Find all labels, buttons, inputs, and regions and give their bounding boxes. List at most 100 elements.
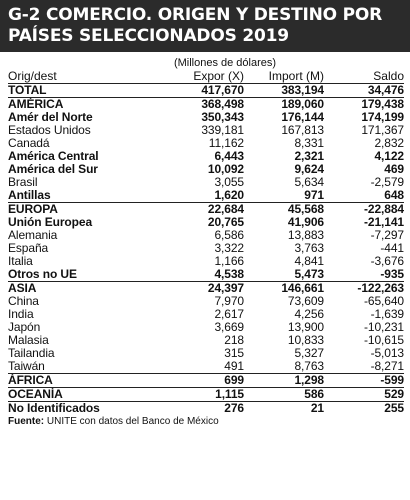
source-text: UNITE con datos del Banco de México [44,416,219,427]
table-body: TOTAL 417,670 383,194 34,476 AMÉRICA 368,498 1… [8,83,404,415]
import-cell: 176,144 [281,111,324,124]
table-row: EUROPA 22,684 45,568 -22,884 [8,202,404,216]
source-label: Fuente: [8,416,45,427]
row-label: EUROPA [8,202,158,216]
expor-cell: 350,343 [201,111,244,124]
import-cell: 383,194 [244,83,324,98]
row-label: Amér del Norte [8,111,93,124]
import-cell: 73,609 [287,295,324,308]
table-row: Brasil 3,055 5,634 -2,579 [8,176,404,189]
import-cell: 8,331 [294,137,324,150]
saldo-cell: 179,438 [361,97,404,111]
table-row: América Central 6,443 2,321 4,122 [8,150,404,163]
expor-cell: 2,617 [214,308,244,321]
import-cell: 167,813 [281,124,324,137]
import-cell: 21 [244,401,324,415]
saldo-cell: -5,013 [370,347,404,360]
import-cell: 5,634 [294,176,324,189]
row-label: ÁFRICA [8,373,158,388]
saldo-cell: -122,263 [324,281,404,295]
row-label: Italia [8,255,33,268]
import-cell: 146,661 [244,281,324,295]
header-expor: Expor (X) [193,70,244,83]
trade-table: Orig/dest Expor (X) Import (M) Saldo TOT… [8,70,404,415]
expor-cell: 339,181 [201,124,244,137]
expor-cell: 10,092 [207,163,244,176]
expor-cell: 491 [224,360,244,373]
expor-cell: 3,669 [214,321,244,334]
expor-cell: 6,443 [214,150,244,163]
saldo-cell: 171,367 [361,124,404,137]
saldo-cell: -21,141 [364,216,404,229]
saldo-cell: -3,676 [370,255,404,268]
expor-cell: 276 [158,401,244,415]
header-import: Import (M) [268,70,324,83]
saldo-cell: -10,231 [364,321,404,334]
saldo-cell: 174,199 [361,111,404,124]
table-row: España 3,322 3,763 -441 [8,242,404,255]
table-row: Estados Unidos 339,181 167,813 171,367 [8,124,404,137]
table-row: AMÉRICA 368,498 189,060 179,438 [8,98,404,112]
import-cell: 189,060 [281,97,324,111]
saldo-cell: 529 [324,387,404,402]
row-label: Japón [8,321,41,334]
table-row: OCEANÍA 1,115 586 529 [8,387,404,402]
saldo-cell: -935 [380,268,404,281]
table-row: Malasia 218 10,833 -10,615 [8,334,404,347]
expor-cell: 11,162 [208,137,244,150]
table-row: Unión Europea 20,765 41,906 -21,141 [8,216,404,229]
expor-cell: 3,055 [214,176,244,189]
figure-header: G-2 COMERCIO. ORIGEN Y DESTINO POR PAÍSE… [0,0,410,52]
import-cell: 13,900 [287,321,324,334]
expor-cell: 417,670 [158,83,244,98]
import-cell: 2,321 [294,150,324,163]
import-cell: 5,327 [294,347,324,360]
saldo-cell: 255 [324,401,404,415]
title-line-2: PAÍSES SELECCIONADOS 2019 [8,26,289,46]
saldo-cell: 34,476 [324,83,404,98]
table-row: Japón 3,669 13,900 -10,231 [8,321,404,334]
saldo-cell: 469 [384,163,404,176]
row-label: Canadá [8,137,50,150]
table-row: ÁFRICA 699 1,298 -599 [8,373,404,388]
expor-cell: 7,970 [214,295,244,308]
expor-cell: 22,684 [158,202,244,216]
import-cell: 586 [244,387,324,402]
table-row: Tailandia 315 5,327 -5,013 [8,347,404,360]
row-label: España [8,242,49,255]
saldo-cell: -8,271 [370,360,404,373]
saldo-cell: 4,122 [374,150,404,163]
row-label: AMÉRICA [8,97,64,111]
units-subtitle: (Millones de dólares) [173,57,277,69]
expor-cell: 368,498 [201,97,244,111]
expor-cell: 315 [224,347,244,360]
table-header-row: Orig/dest Expor (X) Import (M) Saldo [8,70,404,84]
import-cell: 13,883 [287,229,324,242]
import-cell: 1,298 [244,373,324,388]
row-label: América del Sur [8,163,98,176]
expor-cell: 6,586 [214,229,244,242]
saldo-cell: -441 [380,242,404,255]
row-label: Taiwán [8,360,45,373]
table-row: Alemania 6,586 13,883 -7,297 [8,229,404,242]
row-label: India [8,308,34,321]
import-cell: 45,568 [244,202,324,216]
table-row: Otros no UE 4,538 5,473 -935 [8,268,404,282]
row-label: China [8,295,39,308]
row-label: Otros no UE [8,268,77,281]
row-label: Alemania [8,229,58,242]
table-row: Taiwán 491 8,763 -8,271 [8,360,404,374]
saldo-cell: -10,615 [364,334,404,347]
import-cell: 10,833 [287,334,324,347]
table-row: Antillas 1,620 971 648 [8,189,404,203]
row-label: TOTAL [8,83,158,98]
expor-cell: 24,397 [158,281,244,295]
header-orig-dest: Orig/dest [8,70,57,83]
saldo-cell: 648 [384,189,404,202]
import-cell: 5,473 [294,268,324,281]
header-saldo: Saldo [373,70,404,83]
import-cell: 4,256 [294,308,324,321]
saldo-cell: -65,640 [364,295,404,308]
import-cell: 4,841 [294,255,324,268]
import-cell: 3,763 [294,242,324,255]
